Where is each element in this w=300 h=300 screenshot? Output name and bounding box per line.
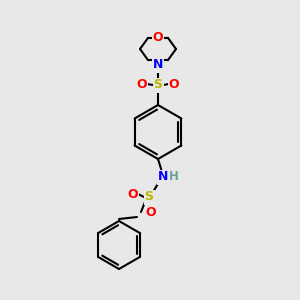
Text: N: N	[158, 170, 168, 184]
Text: S: S	[145, 190, 154, 203]
Text: S: S	[154, 79, 163, 92]
Text: O: O	[146, 206, 156, 218]
Text: O: O	[153, 31, 163, 44]
Text: O: O	[169, 77, 179, 91]
Text: O: O	[137, 77, 147, 91]
Text: H: H	[169, 170, 179, 184]
Text: N: N	[153, 58, 163, 71]
Text: O: O	[128, 188, 138, 200]
